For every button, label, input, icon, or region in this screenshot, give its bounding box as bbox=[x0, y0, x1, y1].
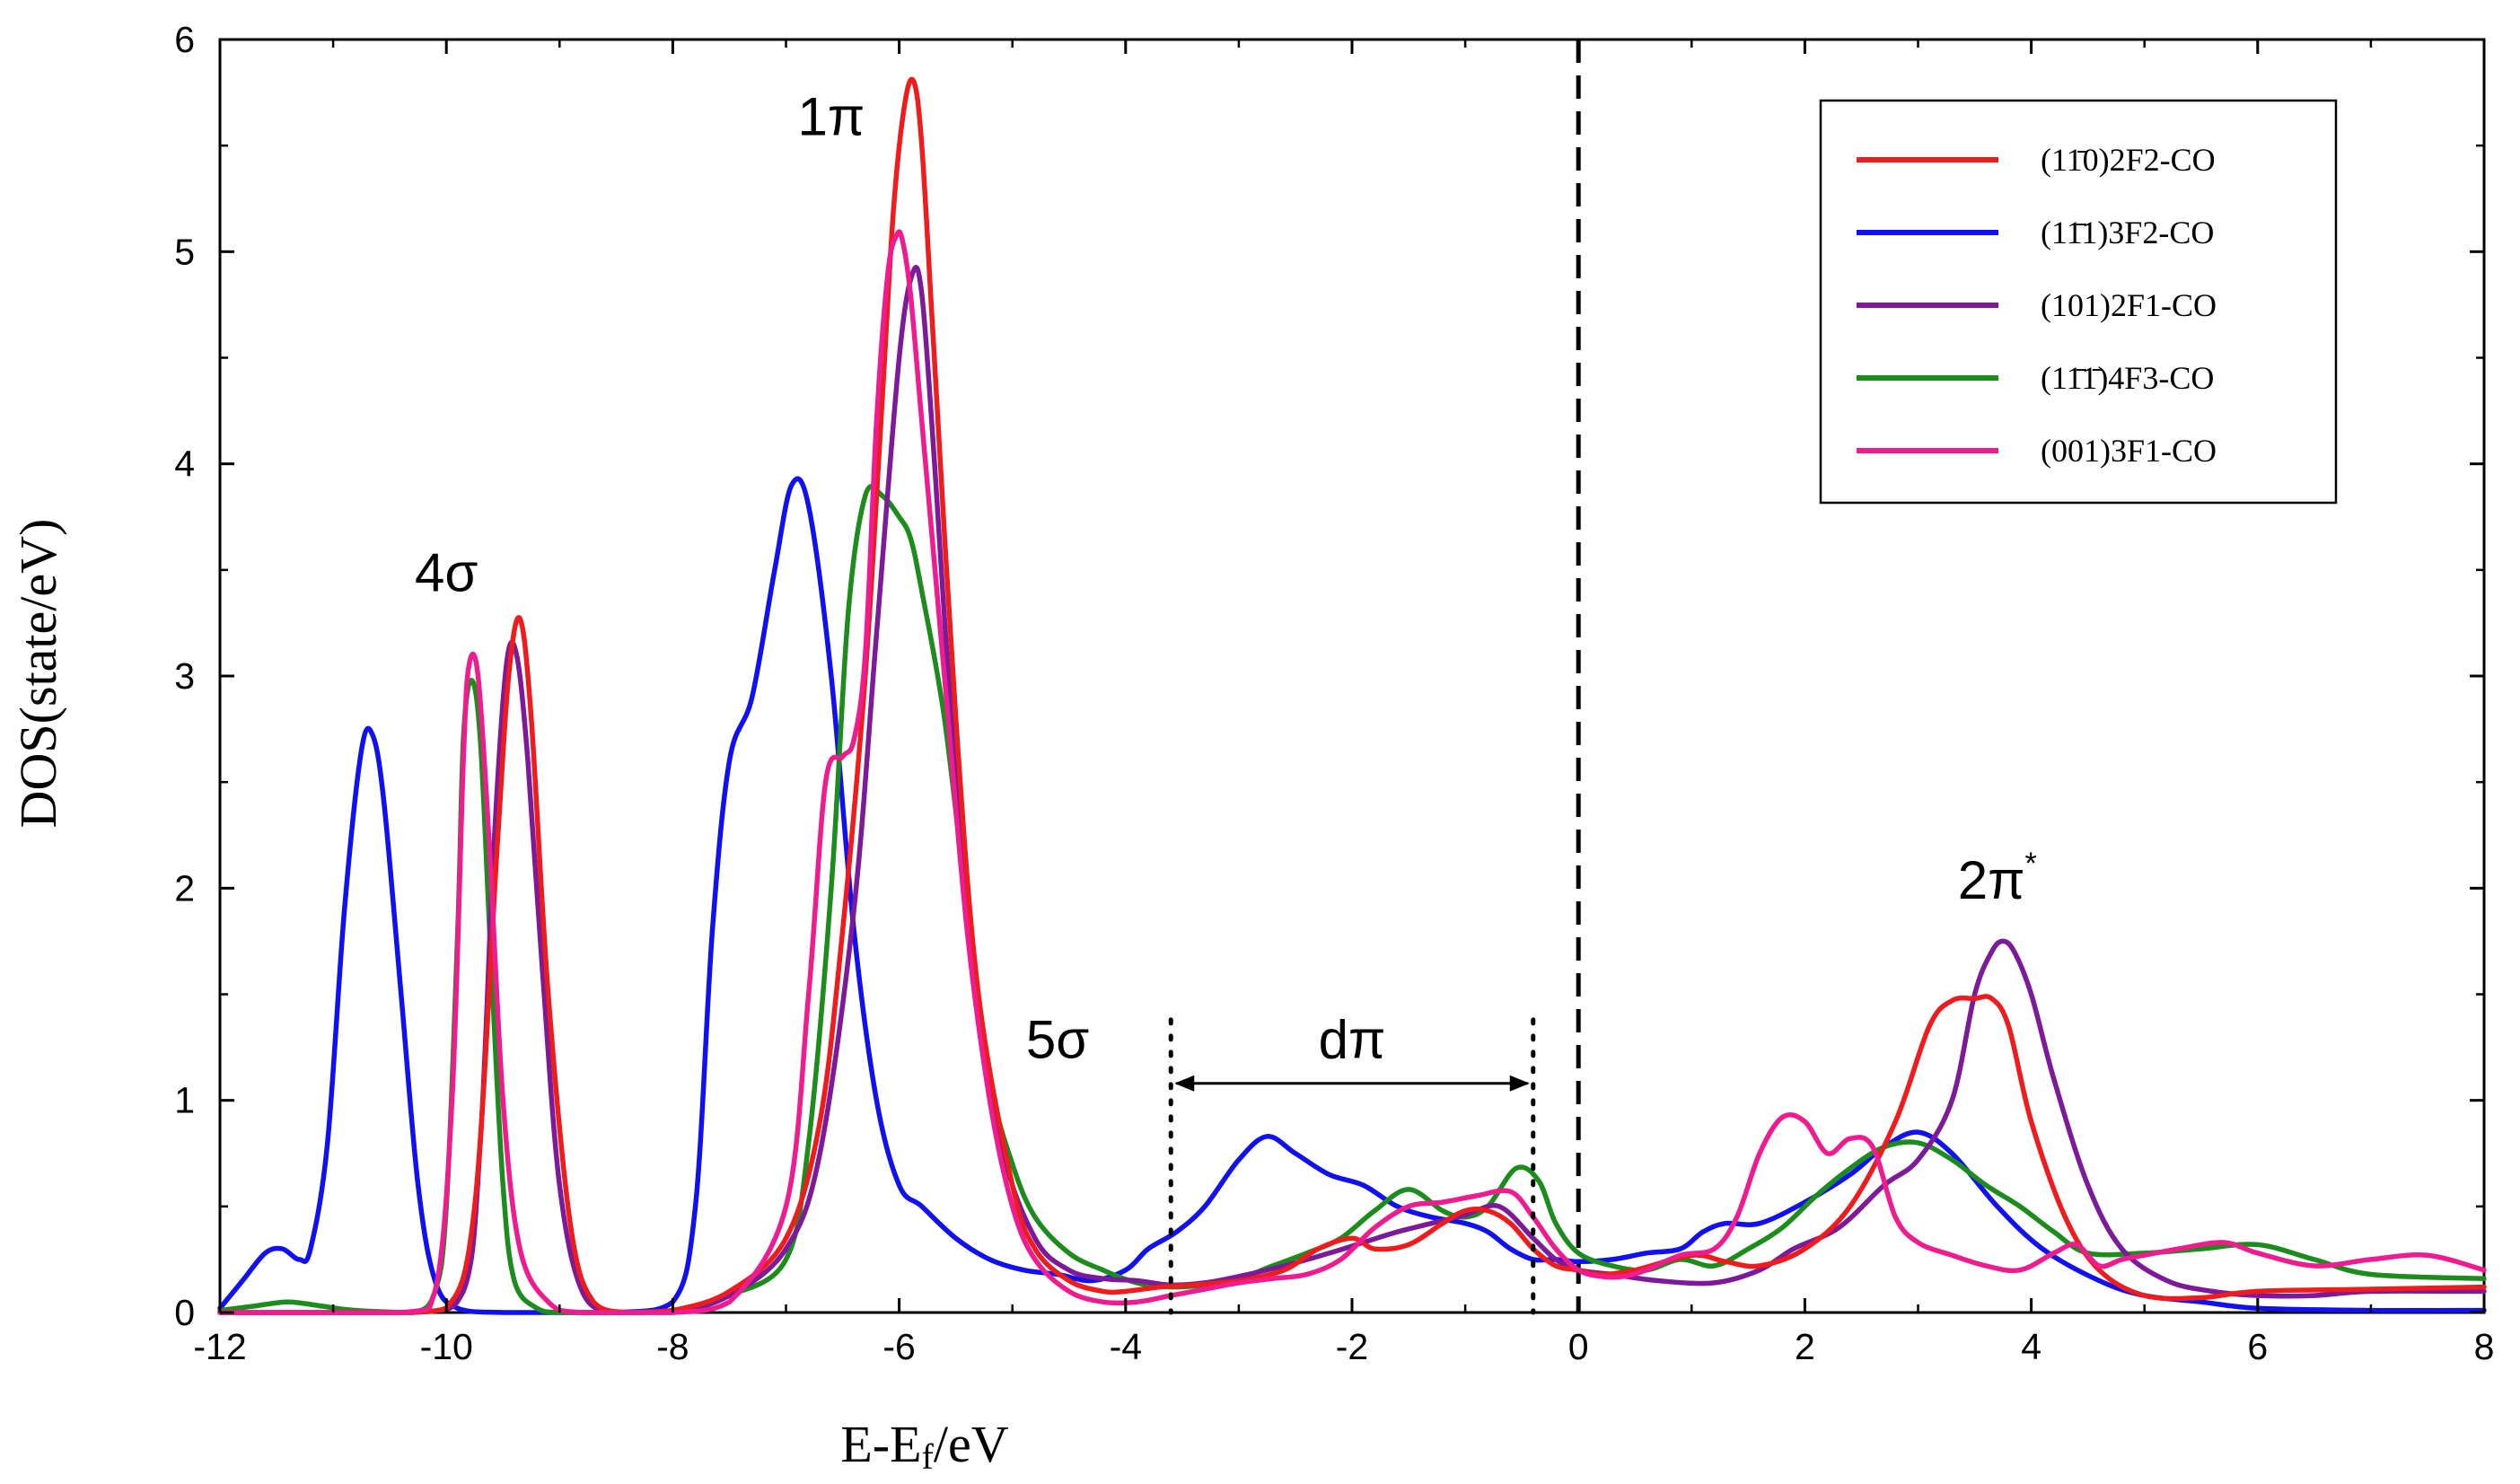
x-tick-label: 4 bbox=[2021, 1326, 2041, 1367]
legend: (11̄0)2F2-CO (11̄1)3F2-CO (101)2F1-CO (11̄1… bbox=[1819, 99, 2338, 505]
series-group bbox=[217, 76, 2487, 1315]
x-tick-label: 6 bbox=[2247, 1326, 2268, 1367]
x-tick-label: -10 bbox=[420, 1326, 473, 1367]
annotation-2pi-superscript: * bbox=[2025, 847, 2037, 881]
annotation-5sigma: 5σ bbox=[1026, 1009, 1089, 1069]
y-tick-label: 2 bbox=[174, 867, 195, 909]
series-line-0 bbox=[217, 76, 2487, 1315]
y-tick-label: 1 bbox=[174, 1080, 195, 1121]
series-line-1 bbox=[217, 476, 2487, 1315]
x-tick-label: 8 bbox=[2474, 1326, 2495, 1367]
y-tick-label: 3 bbox=[174, 655, 195, 697]
legend-label-3: (11̄1̄)4F3-CO bbox=[2041, 360, 2214, 396]
x-axis-title: E-Ef/eV bbox=[840, 1415, 1008, 1477]
y-axis-title: DOS(state/eV) bbox=[9, 519, 67, 829]
legend-box bbox=[1819, 99, 2338, 505]
series-line-4 bbox=[217, 229, 2487, 1315]
x-axis-title-main: E-E bbox=[840, 1415, 921, 1473]
series-line-2 bbox=[217, 265, 2487, 1315]
annotation-1pi: 1π bbox=[798, 86, 865, 146]
legend-label-0: (11̄0)2F2-CO bbox=[2041, 142, 2216, 178]
dpi-arrow-head-right bbox=[1509, 1075, 1530, 1092]
legend-label-4: (001)3F1-CO bbox=[2041, 433, 2217, 469]
y-tick-label: 4 bbox=[174, 443, 195, 485]
x-tick-label: 0 bbox=[1568, 1326, 1589, 1367]
x-tick-label: -12 bbox=[193, 1326, 246, 1367]
series-line-3 bbox=[217, 483, 2487, 1315]
y-tick-label: 0 bbox=[174, 1292, 195, 1333]
dpi-arrow-head-left bbox=[1174, 1075, 1195, 1092]
x-tick-label: -2 bbox=[1336, 1326, 1368, 1367]
legend-label-1: (11̄1)3F2-CO bbox=[2041, 215, 2214, 250]
annotation-2pi-base: 2π bbox=[1958, 850, 2025, 910]
x-tick-label: -4 bbox=[1110, 1326, 1142, 1367]
legend-label-2: (101)2F1-CO bbox=[2041, 287, 2217, 323]
x-tick-label: 2 bbox=[1795, 1326, 1815, 1367]
dpi-range-marker bbox=[1168, 1017, 1536, 1315]
annotation-4sigma: 4σ bbox=[415, 542, 478, 602]
annotation-dpi: dπ bbox=[1319, 1009, 1386, 1069]
y-tick-label: 5 bbox=[174, 231, 195, 272]
ticks-group: -12 -10 -8 -6 -4 -2 0 2 4 6 8 0 1 2 3 4 5 6 bbox=[174, 19, 2494, 1367]
annotation-2pi-star: 2π* bbox=[1958, 847, 2037, 910]
annotation-group: 4σ 1π 5σ dπ 2π* bbox=[415, 86, 2037, 1069]
x-tick-label: -6 bbox=[882, 1326, 915, 1367]
x-tick-label: -8 bbox=[656, 1326, 689, 1367]
y-tick-label: 6 bbox=[174, 19, 195, 60]
x-axis-title-subscript: f bbox=[922, 1436, 935, 1477]
x-axis-title-tail: /eV bbox=[934, 1415, 1009, 1473]
